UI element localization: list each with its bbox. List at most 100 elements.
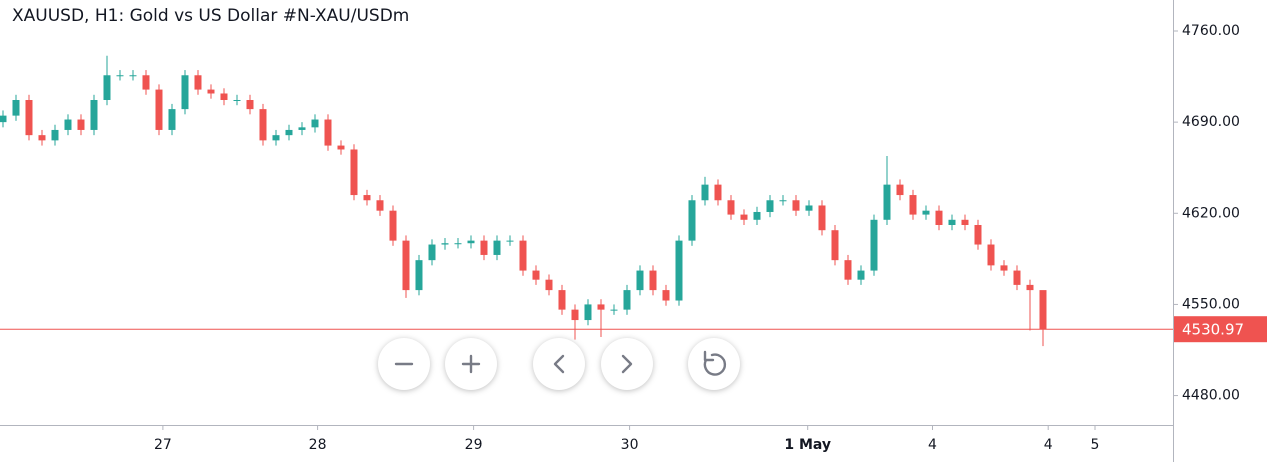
candle — [753, 206, 761, 225]
scroll-left-button[interactable] — [533, 338, 585, 390]
candle — [896, 179, 904, 201]
candle — [90, 94, 98, 136]
candle-body — [233, 100, 241, 101]
candle-body — [714, 184, 722, 201]
x-tick-label: 29 — [465, 437, 483, 453]
candle — [0, 110, 7, 128]
chart-title: XAUUSD, H1: Gold vs US Dollar #N-XAU/USD… — [12, 6, 409, 26]
candle-body — [922, 210, 930, 215]
candle-body — [623, 290, 631, 310]
candle — [181, 70, 189, 115]
candle-body — [38, 135, 46, 141]
candle-body — [493, 240, 501, 255]
candle-body — [285, 129, 293, 136]
candle-body — [129, 75, 137, 77]
candle — [506, 235, 514, 246]
candle-body — [441, 243, 449, 245]
candle-body — [207, 89, 215, 94]
candle — [129, 70, 137, 81]
candle — [857, 265, 865, 285]
candle — [142, 70, 150, 95]
candle — [727, 195, 735, 220]
candle — [298, 122, 306, 136]
candle-body — [766, 200, 774, 212]
candle — [155, 84, 163, 136]
last-price-label: 4530.97 — [1182, 321, 1244, 339]
reset-button[interactable] — [688, 338, 740, 390]
x-tick-label: 30 — [621, 437, 639, 453]
x-tick-label: 27 — [154, 437, 172, 453]
candle-body — [753, 211, 761, 220]
x-tick-label: 28 — [309, 437, 327, 453]
candle-body — [220, 93, 228, 100]
candle-body — [961, 219, 969, 225]
candle — [350, 144, 358, 201]
candle — [233, 94, 241, 106]
candle — [441, 238, 449, 250]
candle-body — [363, 195, 371, 201]
candle — [909, 189, 917, 220]
candle-body — [298, 127, 306, 130]
candle-body — [51, 129, 59, 141]
candle-body — [987, 244, 995, 266]
candle-body — [844, 260, 852, 280]
zoom-in-button[interactable] — [445, 338, 497, 390]
candle-body — [558, 290, 566, 310]
candle-body — [168, 109, 176, 130]
y-tick-label: 4480.00 — [1182, 388, 1240, 404]
candle-body — [415, 260, 423, 291]
candle — [428, 239, 436, 266]
candle-body — [77, 119, 85, 130]
candle-body — [350, 149, 358, 196]
candle-body — [402, 240, 410, 291]
candle — [376, 195, 384, 216]
candle — [805, 200, 813, 216]
candle-body — [662, 290, 670, 301]
zoom-out-button[interactable] — [378, 338, 430, 390]
candle — [987, 239, 995, 271]
candle — [662, 284, 670, 306]
candle-body — [0, 115, 7, 123]
candle-body — [831, 230, 839, 261]
candle-body — [181, 75, 189, 110]
candle — [402, 235, 410, 298]
candle — [844, 254, 852, 285]
candle — [12, 94, 20, 121]
plot-area — [0, 55, 1047, 347]
candle-body — [857, 270, 865, 280]
candle-body — [805, 205, 813, 211]
candle — [454, 238, 462, 249]
candle-body — [584, 304, 592, 321]
candle-body — [1039, 290, 1047, 330]
candle — [311, 114, 319, 133]
candle — [571, 304, 579, 340]
candle — [194, 70, 202, 95]
candle — [610, 304, 618, 315]
candle-body — [688, 200, 696, 241]
candle-body — [909, 195, 917, 215]
candle-body — [103, 75, 111, 100]
candle-body — [519, 240, 527, 271]
candle-body — [1026, 284, 1034, 291]
candle-body — [870, 219, 878, 271]
candle-body — [116, 75, 124, 77]
candle-body — [675, 240, 683, 301]
candle — [337, 140, 345, 155]
candle — [1000, 260, 1008, 276]
candle — [116, 70, 124, 81]
candle — [883, 155, 891, 225]
candle — [766, 195, 774, 218]
candle-body — [597, 304, 605, 310]
candle — [779, 195, 787, 206]
candle-body — [727, 200, 735, 215]
x-tick-label: 4 — [928, 437, 937, 453]
candle — [922, 205, 930, 220]
candle-body — [948, 219, 956, 225]
y-tick-label: 4760.00 — [1182, 23, 1240, 39]
scroll-right-button[interactable] — [601, 338, 653, 390]
candle — [415, 254, 423, 296]
candle-body — [571, 309, 579, 321]
candle-body — [545, 279, 553, 291]
